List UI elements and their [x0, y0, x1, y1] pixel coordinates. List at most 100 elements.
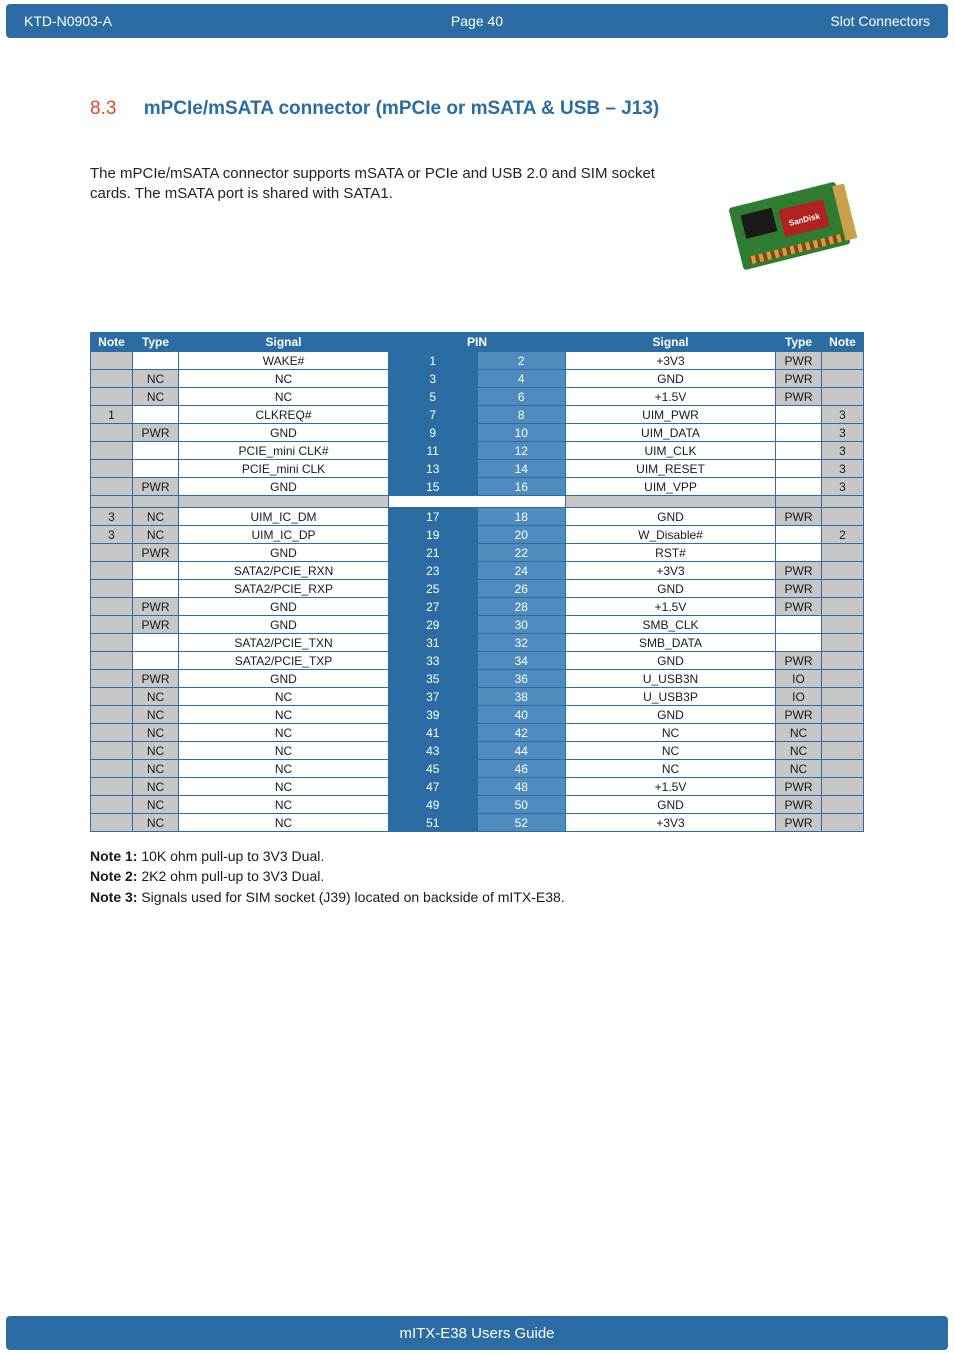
- cell-pin-even: 26: [477, 580, 566, 598]
- th-note-l: Note: [91, 333, 133, 352]
- cell-note-l: 1: [91, 406, 133, 424]
- cell-signal-l: GND: [179, 544, 389, 562]
- cell-signal-l: SATA2/PCIE_RXP: [179, 580, 389, 598]
- table-row: NCNC4344NCNC: [91, 742, 864, 760]
- cell-note-l: [91, 460, 133, 478]
- cell-note-l: 3: [91, 508, 133, 526]
- page-content: 8.3 mPCIe/mSATA connector (mPCIe or mSAT…: [0, 38, 954, 907]
- cell-signal-l: NC: [179, 706, 389, 724]
- cell-pin-odd: 43: [389, 742, 478, 760]
- cell-pin-odd: 5: [389, 388, 478, 406]
- cell-type-r: [776, 616, 822, 634]
- th-note-r: Note: [822, 333, 864, 352]
- cell-note-r: [822, 796, 864, 814]
- page-footer: mITX-E38 Users Guide: [6, 1316, 948, 1350]
- cell-pin-even: 12: [477, 442, 566, 460]
- cell-type-l: PWR: [133, 598, 179, 616]
- cell-note-r: [822, 724, 864, 742]
- note3-label: Note 3:: [90, 889, 137, 905]
- cell-type-l: [133, 406, 179, 424]
- table-row: SATA2/PCIE_RXN2324+3V3PWR: [91, 562, 864, 580]
- table-row: NCNC3738U_USB3PIO: [91, 688, 864, 706]
- section-heading: 8.3 mPCIe/mSATA connector (mPCIe or mSAT…: [90, 98, 864, 120]
- note2-text: 2K2 ohm pull-up to 3V3 Dual.: [137, 868, 324, 884]
- cell-type-r: [776, 526, 822, 544]
- cell-type-l: NC: [133, 724, 179, 742]
- cell-signal-l: NC: [179, 742, 389, 760]
- cell-pin-even: 14: [477, 460, 566, 478]
- cell-pin-odd: 23: [389, 562, 478, 580]
- cell-type-r: [776, 406, 822, 424]
- cell-note-r: [822, 370, 864, 388]
- cell-pin-odd: 21: [389, 544, 478, 562]
- cell-note-r: [822, 742, 864, 760]
- cell-signal-r: GND: [566, 706, 776, 724]
- cell-signal-r: +1.5V: [566, 598, 776, 616]
- cell-signal-r: UIM_PWR: [566, 406, 776, 424]
- cell-signal-l: NC: [179, 814, 389, 832]
- cell-signal-r: UIM_CLK: [566, 442, 776, 460]
- cell-note-r: [822, 580, 864, 598]
- cell-pin-odd: 37: [389, 688, 478, 706]
- cell-signal-r: GND: [566, 652, 776, 670]
- cell-type-l: NC: [133, 814, 179, 832]
- cell-type-r: PWR: [776, 352, 822, 370]
- cell-pin-even: 28: [477, 598, 566, 616]
- cell-note-l: [91, 724, 133, 742]
- section-number: 8.3: [90, 98, 116, 119]
- cell-signal-l: NC: [179, 760, 389, 778]
- table-row: NCNC34GNDPWR: [91, 370, 864, 388]
- note1-label: Note 1:: [90, 848, 137, 864]
- cell-type-r: PWR: [776, 706, 822, 724]
- cell-pin-odd: 7: [389, 406, 478, 424]
- cell-signal-r: +3V3: [566, 562, 776, 580]
- cell-note-l: [91, 706, 133, 724]
- table-header-row: Note Type Signal PIN Signal Type Note: [91, 333, 864, 352]
- cell-type-l: [133, 562, 179, 580]
- cell-signal-l: WAKE#: [179, 352, 389, 370]
- cell-note-r: [822, 760, 864, 778]
- cell-pin-even: 2: [477, 352, 566, 370]
- cell-signal-r: +1.5V: [566, 778, 776, 796]
- cell-note-r: [822, 544, 864, 562]
- cell-type-l: [133, 352, 179, 370]
- cell-pin-even: 38: [477, 688, 566, 706]
- cell-note-r: 2: [822, 526, 864, 544]
- table-row: 3NCUIM_IC_DM1718GNDPWR: [91, 508, 864, 526]
- cell-type-l: PWR: [133, 478, 179, 496]
- table-row: NCNC4546NCNC: [91, 760, 864, 778]
- cell-note-r: 3: [822, 442, 864, 460]
- cell-type-r: IO: [776, 688, 822, 706]
- cell-type-l: NC: [133, 508, 179, 526]
- table-row: PWRGND1516UIM_VPP3: [91, 478, 864, 496]
- cell-pin-odd: 35: [389, 670, 478, 688]
- cell-signal-r: UIM_DATA: [566, 424, 776, 442]
- cell-signal-l: NC: [179, 688, 389, 706]
- cell-note-l: [91, 544, 133, 562]
- header-page: Page 40: [326, 13, 628, 29]
- cell-signal-r: +3V3: [566, 814, 776, 832]
- cell-note-r: [822, 352, 864, 370]
- note1-text: 10K ohm pull-up to 3V3 Dual.: [137, 848, 324, 864]
- cell-note-l: [91, 796, 133, 814]
- cell-pin-odd: 11: [389, 442, 478, 460]
- cell-signal-r: +1.5V: [566, 388, 776, 406]
- cell-signal-l: GND: [179, 670, 389, 688]
- cell-note-l: [91, 370, 133, 388]
- cell-type-r: [776, 544, 822, 562]
- cell-type-r: [776, 634, 822, 652]
- cell-pin-even: 4: [477, 370, 566, 388]
- pinout-table: Note Type Signal PIN Signal Type Note WA…: [90, 332, 864, 832]
- cell-signal-r: GND: [566, 796, 776, 814]
- cell-signal-r: NC: [566, 742, 776, 760]
- cell-type-r: PWR: [776, 370, 822, 388]
- cell-pin-even: 10: [477, 424, 566, 442]
- cell-pin-odd: 13: [389, 460, 478, 478]
- cell-note-l: [91, 814, 133, 832]
- cell-signal-r: GND: [566, 580, 776, 598]
- cell-pin-even: 22: [477, 544, 566, 562]
- intro-row: The mPCIe/mSATA connector supports mSATA…: [90, 164, 864, 284]
- cell-type-r: [776, 442, 822, 460]
- cell-type-l: NC: [133, 688, 179, 706]
- page-header: KTD-N0903-A Page 40 Slot Connectors: [6, 4, 948, 38]
